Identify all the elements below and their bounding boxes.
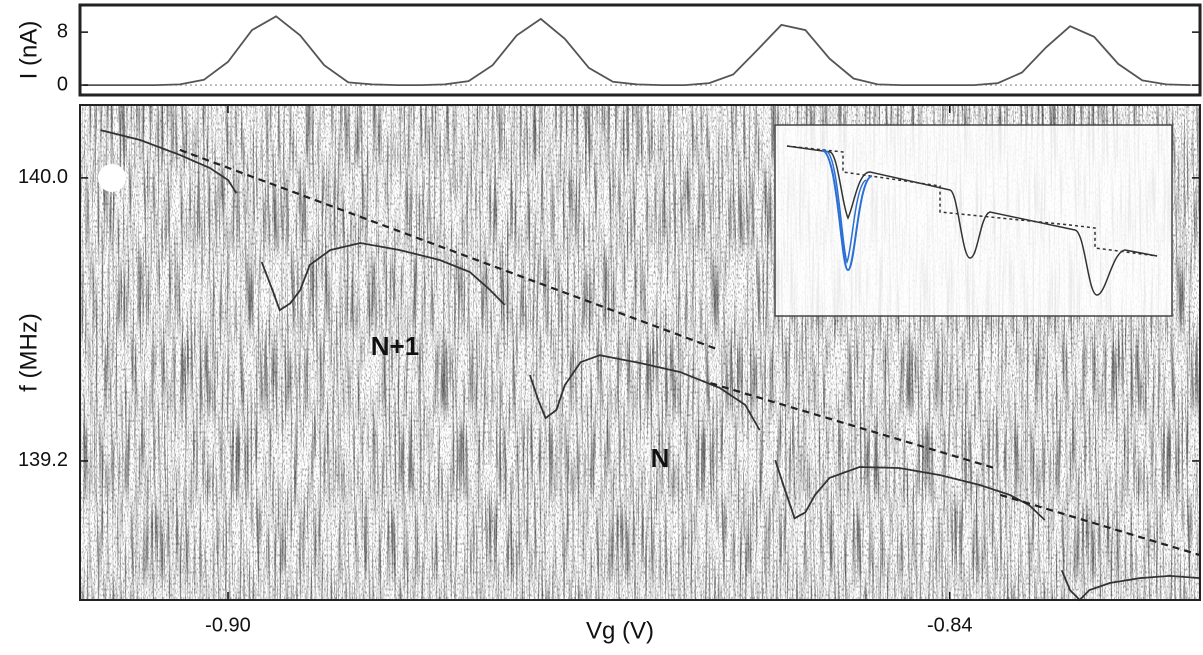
annotation: N+1 <box>371 331 419 361</box>
inset-frame <box>774 124 1173 317</box>
annotation: N <box>651 443 670 473</box>
data-line <box>83 15 1191 86</box>
inset-fit <box>825 150 867 264</box>
plot-layer: 0 8 I (nA) 139.2 140.0 -0.90 -0.84 f (MHz) Vg (V… <box>15 3 1202 644</box>
x-axis-label: Vg (V) <box>586 617 654 644</box>
plot-frame <box>79 104 1201 601</box>
y-tick-label: 140.0 <box>18 166 68 188</box>
x-tick-label: -0.90 <box>205 614 251 636</box>
data-line <box>179 148 1201 557</box>
y-tick-label: 8 <box>57 20 68 42</box>
marker-dot <box>98 164 126 192</box>
plot-frame <box>78 3 1202 97</box>
y-axis-label: f (MHz) <box>15 313 42 392</box>
inset-curve <box>786 145 1158 296</box>
inset: N+1 N <box>371 124 1173 473</box>
inset-step <box>786 145 1158 257</box>
y-tick-label: 139.2 <box>18 449 68 471</box>
inset-fit <box>821 149 873 272</box>
y-axis-label: I (nA) <box>15 21 42 80</box>
x-tick-label: -0.84 <box>927 614 973 636</box>
y-tick-label: 0 <box>57 73 68 95</box>
data-line <box>100 129 1201 602</box>
